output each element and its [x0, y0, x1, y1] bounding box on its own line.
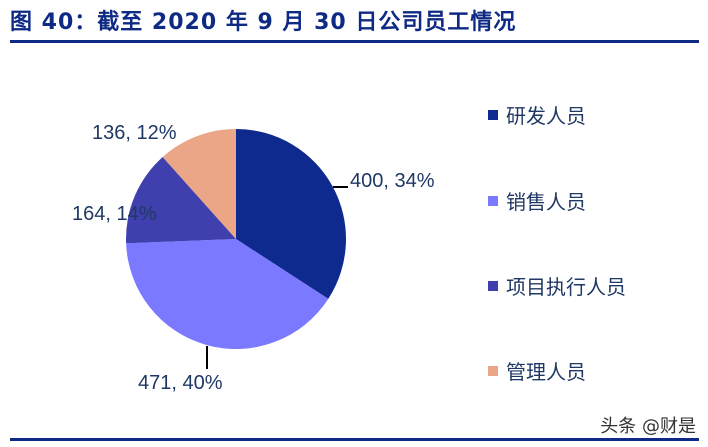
legend-swatch-icon [488, 195, 498, 206]
pie-slices [126, 129, 346, 349]
legend-swatch-icon [488, 109, 498, 120]
legend-item-project: 项目执行人员 [488, 271, 626, 300]
legend-item-mgmt: 管理人员 [488, 356, 586, 385]
footer-divider [10, 438, 699, 441]
legend-label: 管理人员 [506, 360, 586, 384]
slice-rd [236, 129, 346, 299]
data-label-sales: 471, 40% [138, 372, 223, 394]
legend-label: 研发人员 [506, 104, 586, 128]
slice-sales [126, 239, 329, 349]
slice-mgmt [162, 129, 236, 239]
legend-item-sales: 销售人员 [488, 186, 586, 215]
data-label-project: 164, 14% [72, 203, 157, 225]
legend-label: 销售人员 [506, 190, 586, 214]
data-label-rd: 400, 34% [350, 170, 435, 192]
title-divider [10, 40, 699, 43]
legend-label: 项目执行人员 [506, 275, 626, 299]
chart-title: 图 40：截至 2020 年 9 月 30 日公司员工情况 [10, 10, 517, 35]
watermark: 头条 @财是 [600, 416, 696, 437]
legend-item-rd: 研发人员 [488, 100, 586, 129]
legend-swatch-icon [488, 365, 498, 376]
slice-project [126, 157, 236, 244]
data-label-mgmt: 136, 12% [92, 122, 177, 144]
legend-swatch-icon [488, 280, 498, 291]
